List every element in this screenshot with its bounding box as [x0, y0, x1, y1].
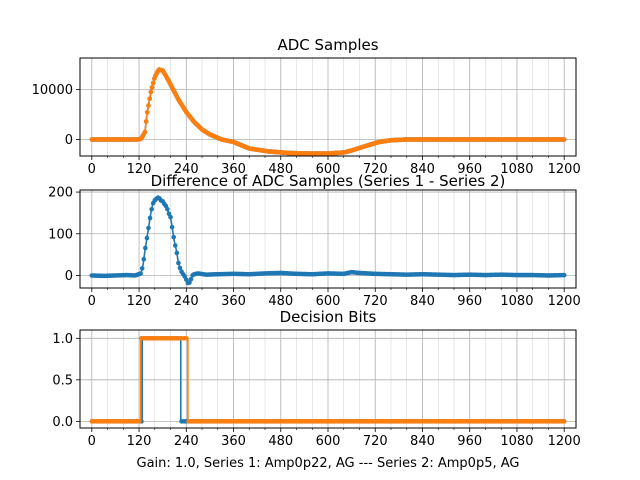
- adc-samples-series-2-point: [149, 85, 155, 90]
- decision-bits-xtick-label: 120: [127, 434, 152, 449]
- decision-bits-xtick-label: 360: [221, 434, 246, 449]
- difference-xtick-label: 1200: [548, 294, 581, 309]
- difference-series-1-point: [149, 206, 154, 212]
- adc-samples-series-2-point: [150, 80, 156, 86]
- difference-xtick-label: 120: [127, 294, 152, 309]
- adc-samples-series-2-point: [561, 137, 567, 142]
- difference-xtick-label: 840: [410, 294, 435, 309]
- adc-samples-xtick-label: 240: [174, 162, 199, 177]
- difference-xtick-label: 0: [88, 294, 96, 309]
- adc-samples-title: ADC Samples: [277, 36, 378, 54]
- difference-series-1-point: [171, 234, 176, 240]
- adc-samples-panel: 0 120 240 360 480 600 720 840 960 1080 1200010000 …: [32, 36, 581, 177]
- difference-series-1-point: [168, 214, 173, 220]
- adc-samples-xtick-label: 120: [127, 162, 152, 177]
- decision-bits-ytick-label: 0.0: [52, 415, 73, 430]
- difference-series-1-point: [174, 250, 180, 256]
- adc-samples-series-2-point: [148, 89, 154, 95]
- decision-bits-xtick-label: 1080: [500, 434, 533, 449]
- difference-series-1-point: [144, 235, 150, 241]
- difference-series-1-point: [143, 245, 148, 251]
- adc-samples-series-2-point: [147, 96, 152, 102]
- decision-bits-xtick-label: 1200: [548, 434, 581, 449]
- adc-samples-xtick-label: 600: [316, 162, 341, 177]
- decision-bits-series-2-point: [183, 336, 189, 341]
- decision-bits-series-2-point: [136, 419, 142, 424]
- adc-samples-xtick-label: 960: [457, 162, 482, 177]
- decision-bits-xtick-label: 0: [88, 434, 96, 449]
- difference-ytick-label: 0: [65, 269, 73, 284]
- decision-bits-panel: 0 120 240 360 480 600 720 840 960 1080 1200 0.0 0.5 1…: [52, 308, 580, 449]
- adc-samples-ytick-label: 10000: [32, 83, 73, 98]
- difference-series-1-point: [146, 225, 151, 231]
- adc-samples-series-2-point: [142, 129, 148, 135]
- difference-xtick-label: 600: [316, 294, 341, 309]
- difference-series-1-point: [141, 256, 147, 262]
- decision-bits-title: Decision Bits: [280, 308, 377, 326]
- difference-series-1-point: [188, 276, 194, 282]
- adc-samples-xtick-label: 720: [363, 162, 388, 177]
- adc-samples-series-2-point: [143, 119, 149, 124]
- adc-samples-xtick-label: 1200: [548, 162, 581, 177]
- difference-xtick-label: 240: [174, 294, 199, 309]
- figure-xlabel: Gain: 1.0, Series 1: Amp0p22, AG --- Ser…: [137, 456, 520, 471]
- decision-bits-xtick-label: 480: [268, 434, 293, 449]
- difference-series-1-point: [147, 215, 153, 221]
- decision-bits-ytick-label: 1.0: [52, 332, 73, 347]
- decision-bits-xtick-label: 960: [457, 434, 482, 449]
- difference-series-1-point: [561, 272, 567, 278]
- difference-series-1-point: [139, 266, 145, 271]
- difference-series-1-point: [169, 224, 175, 230]
- difference-ytick-label: 100: [48, 227, 73, 242]
- decision-bits-xtick-label: 720: [363, 434, 388, 449]
- difference-series-1-point: [176, 260, 181, 266]
- difference-ytick-label: 200: [48, 186, 73, 201]
- adc-samples-series-2-point: [146, 103, 151, 108]
- difference-xtick-label: 1080: [500, 294, 533, 309]
- decision-bits-ytick-label: 0.5: [52, 373, 73, 388]
- decision-bits-xtick-label: 840: [410, 434, 435, 449]
- difference-xtick-label: 960: [457, 294, 482, 309]
- adc-samples-xtick-label: 0: [88, 162, 96, 177]
- adc-samples-ytick-label: 0: [65, 133, 73, 148]
- difference-xtick-label: 720: [363, 294, 388, 309]
- adc-samples-xtick-label: 360: [221, 162, 246, 177]
- adc-samples-xtick-label: 480: [268, 162, 293, 177]
- adc-samples-xtick-label: 1080: [500, 162, 533, 177]
- difference-xtick-label: 480: [268, 294, 293, 309]
- difference-title: Difference of ADC Samples (Series 1 - Se…: [151, 172, 506, 190]
- decision-bits-xtick-label: 240: [174, 434, 199, 449]
- difference-series-1-point: [165, 206, 170, 212]
- difference-series-1-point: [172, 243, 178, 248]
- difference-panel: 0 120 240 360 480 600 720 840 960 1080 1200 0 100 200…: [48, 172, 581, 309]
- difference-series-1-point: [177, 265, 183, 271]
- adc-samples-xtick-label: 840: [410, 162, 435, 177]
- adc-samples-series-2-point: [145, 109, 150, 115]
- difference-xtick-label: 360: [221, 294, 246, 309]
- decision-bits-xtick-label: 600: [316, 434, 341, 449]
- difference-series-1-point: [138, 271, 143, 276]
- decision-bits-series-2-point: [561, 419, 567, 424]
